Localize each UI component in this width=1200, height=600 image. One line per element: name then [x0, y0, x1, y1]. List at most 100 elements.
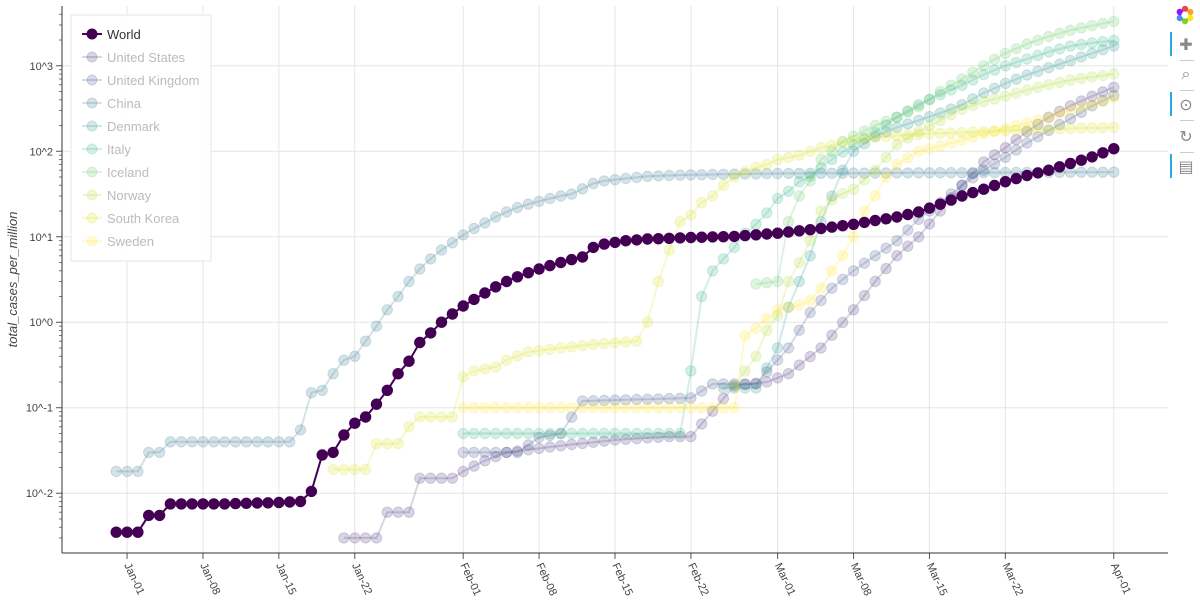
data-point: [663, 244, 675, 256]
data-point: [837, 187, 849, 200]
data-point: [934, 167, 946, 179]
bokeh-logo-icon[interactable]: [1175, 5, 1195, 25]
data-point: [934, 140, 946, 152]
data-point: [847, 130, 860, 142]
data-point: [631, 335, 643, 347]
data-point: [576, 402, 589, 414]
x-tick-label: Mar-22: [1000, 561, 1026, 598]
data-point: [869, 275, 881, 288]
legend-item-united-kingdom[interactable]: United Kingdom: [82, 73, 200, 88]
data-point: [750, 377, 762, 389]
legend-item-iceland[interactable]: Iceland: [82, 165, 149, 180]
legend-item-norway[interactable]: Norway: [82, 188, 152, 203]
data-point: [891, 250, 903, 262]
data-point: [598, 238, 610, 250]
data-point: [999, 122, 1012, 135]
chart-plot[interactable]: Jan-01 Jan-08 Jan-15 Jan-22 Feb-01 Feb-08 Feb-…: [0, 0, 1170, 600]
data-point: [674, 402, 686, 414]
data-point: [609, 427, 621, 440]
data-point: [902, 240, 914, 252]
data-point: [1043, 164, 1055, 176]
data-point: [197, 436, 209, 448]
legend-item-china[interactable]: China: [82, 96, 142, 111]
data-point: [1032, 49, 1044, 62]
series-norway: [728, 68, 1120, 392]
data-point: [511, 427, 524, 440]
data-point: [967, 66, 979, 79]
data-point: [652, 402, 665, 414]
data-point: [652, 275, 665, 288]
data-point: [782, 301, 795, 313]
data-point: [891, 121, 903, 134]
data-point: [522, 444, 534, 456]
data-point: [923, 218, 936, 230]
data-point: [1086, 99, 1098, 111]
data-point: [435, 411, 448, 423]
data-point: [609, 394, 621, 406]
hover-icon[interactable]: ▤: [1170, 154, 1198, 178]
data-point: [717, 382, 730, 394]
data-point: [110, 526, 122, 538]
data-point: [631, 432, 643, 445]
data-point: [804, 250, 816, 262]
box-zoom-icon[interactable]: ⌕: [1181, 64, 1191, 83]
data-point: [891, 111, 903, 123]
legend-marker: [86, 74, 98, 86]
pan-icon[interactable]: ✚: [1170, 32, 1198, 56]
data-point: [359, 463, 372, 476]
data-point: [1053, 118, 1066, 131]
data-point: [490, 446, 502, 459]
data-point: [641, 432, 654, 444]
data-point: [1086, 166, 1098, 178]
toolbar-separator: [1180, 152, 1194, 153]
data-point: [880, 171, 892, 183]
data-point: [468, 365, 480, 377]
data-point: [826, 167, 838, 179]
data-point: [1086, 19, 1098, 32]
data-point: [153, 509, 166, 522]
data-point: [576, 437, 589, 450]
series-united-kingdom: [457, 89, 1120, 459]
legend[interactable]: World United States United Kingdom China Den…: [70, 14, 212, 262]
data-point: [923, 93, 936, 105]
data-point: [446, 472, 459, 484]
data-point: [1075, 95, 1088, 107]
data-point: [522, 427, 534, 440]
data-point: [696, 290, 708, 303]
data-point: [1108, 81, 1120, 94]
data-point: [1064, 113, 1077, 125]
legend-item-south-korea[interactable]: South Korea: [82, 211, 180, 226]
data-point: [1043, 79, 1055, 91]
data-point: [1010, 73, 1022, 85]
data-point: [359, 411, 372, 423]
data-point: [1043, 61, 1055, 74]
data-point: [544, 402, 556, 414]
data-point: [533, 431, 545, 444]
data-point: [956, 167, 968, 179]
data-point: [641, 170, 654, 183]
data-point: [305, 387, 318, 399]
data-point: [251, 497, 263, 509]
data-point: [988, 125, 1001, 137]
data-point: [696, 385, 708, 397]
legend-item-sweden[interactable]: Sweden: [82, 234, 154, 249]
reset-icon[interactable]: ↻: [1179, 126, 1193, 146]
legend-item-italy[interactable]: Italy: [82, 142, 131, 157]
data-point: [728, 241, 740, 254]
data-point: [728, 380, 740, 392]
data-point: [826, 194, 838, 206]
legend-item-united-states[interactable]: United States: [82, 50, 186, 65]
x-tick-label: Mar-08: [848, 561, 874, 598]
data-point: [631, 402, 643, 414]
data-point: [674, 392, 686, 404]
legend-item-denmark[interactable]: Denmark: [82, 119, 160, 134]
x-tick-label: Apr-01: [1108, 561, 1133, 596]
data-point: [1086, 71, 1098, 83]
data-point: [967, 186, 979, 199]
data-point: [1043, 46, 1055, 58]
data-point: [912, 101, 925, 113]
data-point: [511, 445, 524, 457]
wheel-zoom-icon[interactable]: ⊙: [1170, 92, 1198, 116]
legend-item-world[interactable]: World: [82, 27, 141, 42]
data-point: [858, 138, 871, 150]
